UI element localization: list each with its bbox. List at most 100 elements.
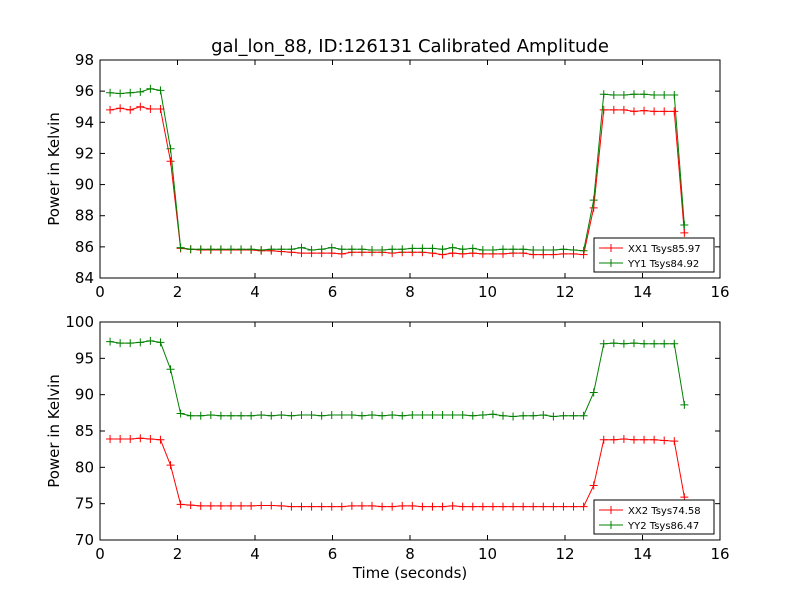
data-point <box>106 434 115 443</box>
data-point <box>629 90 638 99</box>
data-point <box>589 388 598 397</box>
data-point <box>176 243 185 252</box>
data-point <box>438 411 447 420</box>
data-point <box>347 245 356 254</box>
data-point <box>368 245 377 254</box>
data-point <box>317 411 326 420</box>
data-point <box>468 502 477 511</box>
legend-marker <box>607 259 615 267</box>
data-point <box>458 502 467 511</box>
data-point <box>136 434 145 443</box>
data-point <box>146 105 155 114</box>
data-point <box>116 339 125 348</box>
data-point <box>357 501 366 510</box>
data-point <box>257 411 266 420</box>
y-tick-label: 75 <box>75 495 94 513</box>
data-point <box>559 245 568 254</box>
legend-box <box>593 237 715 273</box>
data-point <box>599 435 608 444</box>
data-point <box>478 411 487 420</box>
data-point <box>267 245 276 254</box>
data-point <box>478 245 487 254</box>
data-point <box>408 501 417 510</box>
data-point <box>327 502 336 511</box>
data-point <box>680 228 689 237</box>
data-point <box>559 411 568 420</box>
data-point <box>378 411 387 420</box>
data-point <box>257 245 266 254</box>
y-axis-label: Power in Kelvin <box>45 374 63 488</box>
data-point <box>287 245 296 254</box>
data-point <box>226 245 235 254</box>
y-tick-label: 94 <box>75 113 94 131</box>
data-point <box>619 339 628 348</box>
data-point <box>539 411 548 420</box>
data-point <box>337 502 346 511</box>
data-point <box>539 245 548 254</box>
data-point <box>680 221 689 230</box>
data-point <box>176 409 185 418</box>
data-point <box>579 411 588 420</box>
data-point <box>488 502 497 511</box>
data-point <box>488 410 497 419</box>
data-point <box>237 245 246 254</box>
y-tick-label: 70 <box>75 531 94 549</box>
data-point <box>599 339 608 348</box>
data-point <box>297 243 306 252</box>
data-point <box>619 434 628 443</box>
legend-label: XX2 Tsys74.58 <box>628 506 701 517</box>
legend-marker <box>607 521 615 529</box>
legend-marker <box>607 506 615 514</box>
data-point <box>106 105 115 114</box>
data-point <box>609 91 618 100</box>
data-point <box>196 245 205 254</box>
x-tick-label: 6 <box>328 283 338 301</box>
data-point <box>589 196 598 205</box>
data-point <box>438 502 447 511</box>
data-point <box>670 91 679 100</box>
series-2-1 <box>106 434 689 511</box>
data-point <box>166 461 175 470</box>
x-tick-label: 8 <box>405 283 415 301</box>
data-point <box>650 339 659 348</box>
data-point <box>468 244 477 253</box>
data-point <box>398 245 407 254</box>
data-point <box>478 502 487 511</box>
data-point <box>438 245 447 254</box>
data-point <box>660 339 669 348</box>
data-point <box>166 144 175 153</box>
data-point <box>529 502 538 511</box>
data-point <box>599 90 608 99</box>
data-point <box>569 245 578 254</box>
y-tick-label: 80 <box>75 458 94 476</box>
legend-label: YY2 Tsys86.47 <box>627 521 699 532</box>
x-tick-label: 0 <box>95 545 105 563</box>
y-tick-label: 96 <box>75 82 94 100</box>
data-point <box>418 502 427 511</box>
data-point <box>629 339 638 348</box>
data-point <box>499 411 507 420</box>
data-point <box>337 411 346 420</box>
data-point <box>509 502 518 511</box>
data-point <box>186 245 195 254</box>
data-point <box>136 338 145 347</box>
data-point <box>579 246 588 255</box>
data-point <box>216 501 225 510</box>
data-point <box>529 245 538 254</box>
data-point <box>327 411 336 420</box>
data-point <box>458 411 467 420</box>
data-point <box>660 91 669 100</box>
data-point <box>519 502 528 511</box>
series-1-2 <box>106 84 689 255</box>
data-point <box>428 502 437 511</box>
x-tick-label: 14 <box>633 283 652 301</box>
data-point <box>418 244 427 253</box>
data-point <box>216 245 225 254</box>
x-tick-label: 10 <box>478 545 497 563</box>
data-point <box>317 502 326 511</box>
data-point <box>327 243 336 252</box>
data-point <box>307 411 316 420</box>
data-point <box>448 501 457 510</box>
x-tick-label: 16 <box>710 545 729 563</box>
